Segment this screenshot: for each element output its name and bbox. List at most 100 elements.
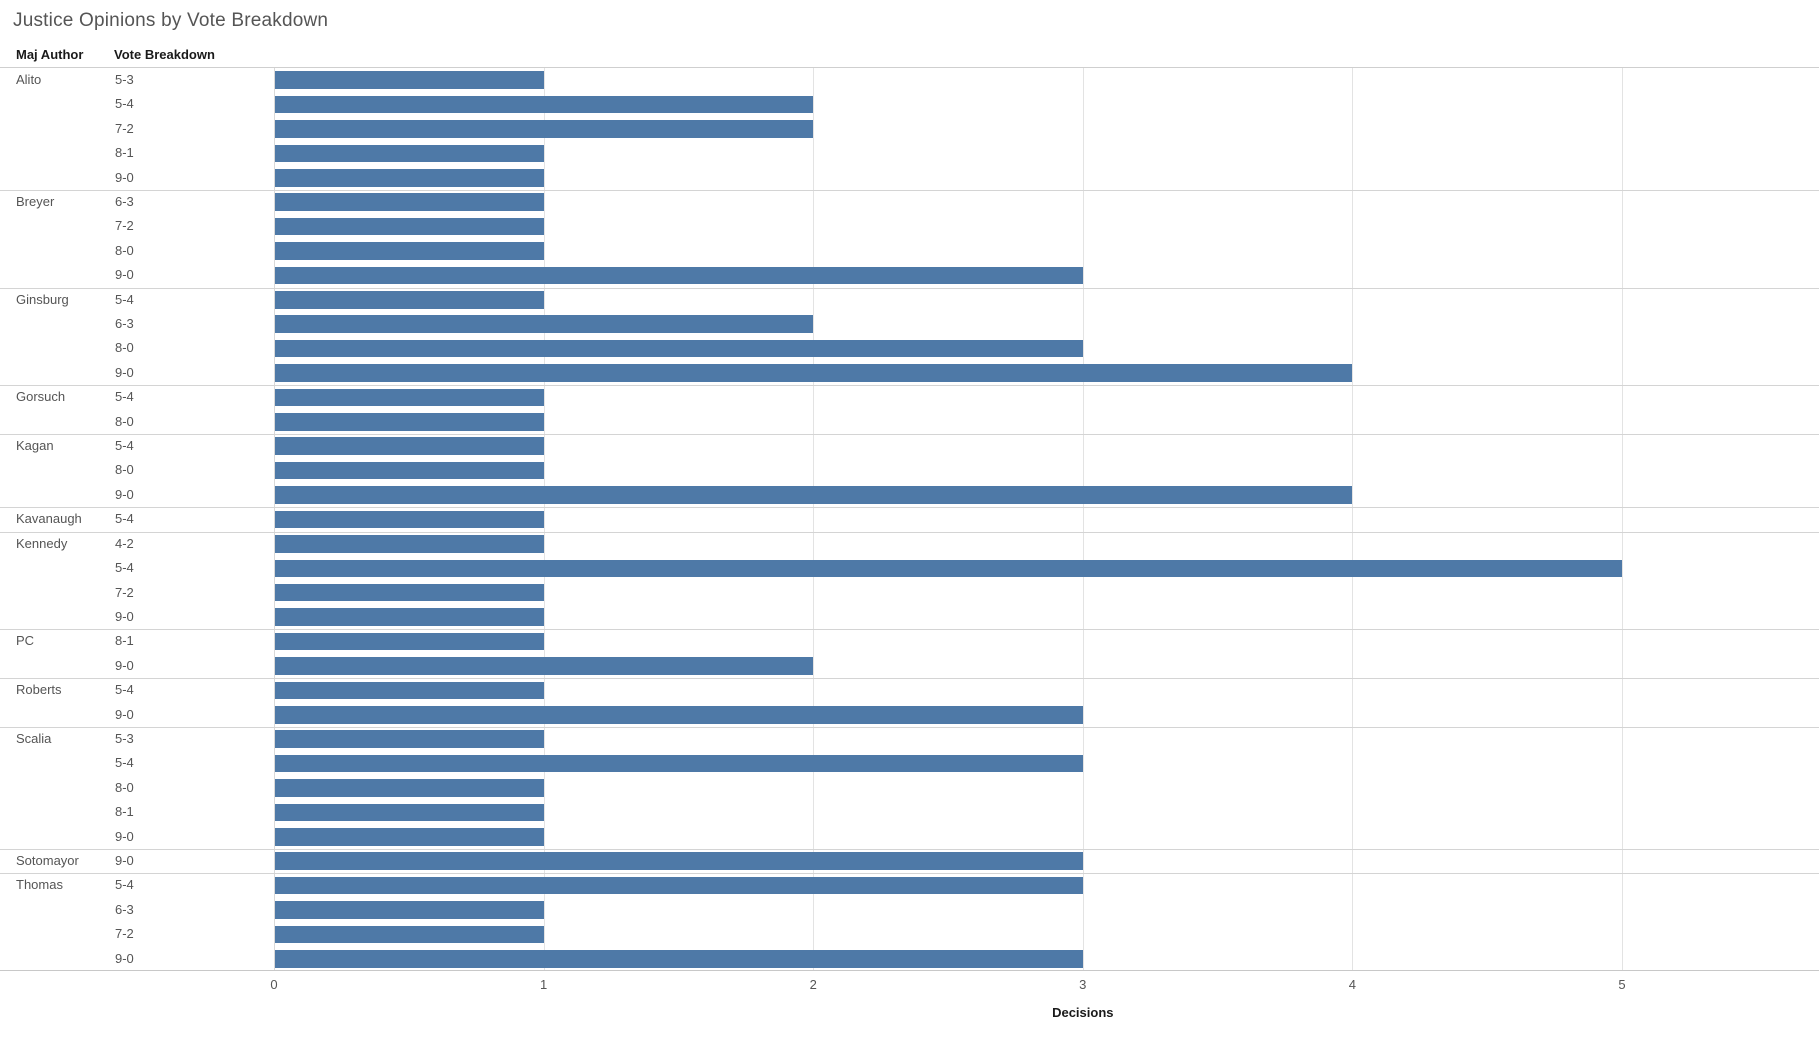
header-divider (0, 67, 1819, 68)
row-header-author[interactable]: Roberts (16, 682, 62, 698)
row-header-author[interactable]: PC (16, 633, 35, 649)
row-header-vote[interactable]: 8-1 (115, 804, 134, 820)
tick-label-3: 3 (1079, 977, 1087, 992)
bar-breyer-7-2[interactable] (275, 217, 544, 236)
row-header-author[interactable]: Kavanaugh (16, 511, 82, 527)
bar-pc-9-0[interactable] (275, 657, 814, 675)
bar-roberts-5-4[interactable] (275, 681, 544, 700)
bar-ginsburg-5-4[interactable] (275, 291, 544, 309)
bar-kagan-5-4[interactable] (275, 437, 544, 456)
row-header-vote[interactable]: 8-0 (115, 462, 134, 478)
row-header-vote[interactable]: 6-3 (115, 194, 134, 210)
row-header-vote[interactable]: 9-0 (115, 608, 134, 624)
tick-label-4: 4 (1348, 977, 1357, 992)
row-header-vote[interactable]: 7-2 (115, 218, 134, 234)
row-header-author[interactable]: Sotomayor (16, 852, 79, 868)
bar-kagan-8-0[interactable] (275, 461, 544, 480)
bar-thomas-5-4[interactable] (275, 876, 1083, 895)
row-header-vote[interactable]: 5-4 (115, 560, 134, 576)
bar-ginsburg-6-3[interactable] (275, 315, 814, 334)
row-header-vote[interactable]: 8-1 (115, 633, 134, 649)
bar-roberts-9-0[interactable] (275, 705, 1083, 724)
row-header-vote[interactable]: 5-3 (115, 730, 134, 746)
row-header-vote[interactable]: 6-3 (115, 901, 134, 917)
bar-alito-5-4[interactable] (275, 95, 814, 114)
row-header-author[interactable]: Ginsburg (16, 291, 69, 307)
row-header-vote[interactable]: 5-4 (115, 682, 134, 698)
row-header-vote[interactable]: 9-0 (115, 852, 134, 868)
group-separator (0, 629, 1819, 631)
bar-kennedy-7-2[interactable] (275, 583, 544, 602)
chart-title: Justice Opinions by Vote Breakdown (13, 10, 329, 31)
bar-scalia-8-0[interactable] (275, 779, 544, 797)
row-header-vote[interactable]: 7-2 (115, 120, 134, 136)
bar-alito-9-0[interactable] (275, 169, 544, 187)
bar-scalia-8-1[interactable] (275, 803, 544, 822)
bar-ginsburg-9-0[interactable] (275, 364, 1353, 382)
row-header-author[interactable]: Alito (16, 72, 42, 87)
bar-thomas-9-0[interactable] (275, 949, 1083, 968)
bar-thomas-6-3[interactable] (275, 901, 544, 919)
row-header-vote[interactable]: 5-3 (115, 72, 134, 87)
bar-breyer-9-0[interactable] (275, 266, 1083, 285)
bar-kennedy-9-0[interactable] (275, 608, 544, 626)
row-header-vote[interactable]: 9-0 (115, 657, 134, 673)
gridline-3 (1082, 68, 1084, 970)
row-header-vote[interactable]: 8-0 (115, 242, 134, 258)
bar-pc-8-1[interactable] (275, 632, 544, 651)
bar-ginsburg-8-0[interactable] (275, 339, 1083, 358)
bar-gorsuch-8-0[interactable] (275, 413, 544, 431)
row-header-vote[interactable]: 9-0 (115, 706, 134, 722)
bar-kagan-9-0[interactable] (275, 486, 1353, 504)
bar-breyer-6-3[interactable] (275, 193, 544, 212)
row-header-vote[interactable]: 5-4 (115, 96, 134, 112)
bar-kennedy-4-2[interactable] (275, 535, 544, 553)
row-header-vote[interactable]: 5-4 (115, 877, 134, 893)
bar-alito-8-1[interactable] (275, 144, 544, 163)
row-header-vote[interactable]: 8-0 (115, 340, 134, 356)
row-header-vote[interactable]: 7-2 (115, 584, 134, 600)
bar-sotomayor-9-0[interactable] (275, 852, 1083, 870)
group-separator (0, 848, 1819, 850)
row-header-vote[interactable]: 6-3 (115, 316, 134, 332)
row-header-vote[interactable]: 4-2 (115, 535, 134, 551)
row-header-vote[interactable]: 5-4 (115, 755, 134, 771)
bar-kennedy-5-4[interactable] (275, 559, 1622, 578)
group-separator (0, 726, 1819, 728)
gridline-2 (813, 68, 815, 970)
row-header-vote[interactable]: 9-0 (115, 267, 134, 283)
row-header-vote[interactable]: 8-1 (115, 145, 134, 161)
bar-alito-7-2[interactable] (275, 120, 814, 138)
bar-scalia-5-3[interactable] (275, 730, 544, 748)
plot-area: Alito 5-3 5-4 7-2 8-1 9-0 Breyer 6-3 7-2 8-0 9-0 Gi… (0, 68, 1819, 970)
x-axis-line (0, 970, 1819, 971)
row-header-vote[interactable]: 9-0 (115, 364, 134, 380)
bar-kavanaugh-5-4[interactable] (275, 510, 544, 529)
row-header-vote[interactable]: 8-0 (115, 779, 134, 795)
row-header-author[interactable]: Gorsuch (16, 389, 66, 405)
bar-scalia-5-4[interactable] (275, 754, 1083, 773)
row-header-author[interactable]: Thomas (16, 877, 63, 893)
row-header-vote[interactable]: 7-2 (115, 926, 134, 942)
row-header-vote[interactable]: 9-0 (115, 950, 134, 966)
bar-thomas-7-2[interactable] (275, 925, 544, 944)
bar-gorsuch-5-4[interactable] (275, 388, 544, 407)
row-header-vote[interactable]: 9-0 (115, 169, 134, 185)
bar-alito-5-3[interactable] (275, 71, 544, 89)
row-header-author[interactable]: Kennedy (16, 535, 68, 551)
row-header-author[interactable]: Kagan (16, 438, 54, 454)
row-header-vote[interactable]: 5-4 (115, 511, 134, 527)
row-header-author[interactable]: Scalia (16, 730, 52, 746)
gridline-4 (1352, 68, 1354, 970)
row-header-vote[interactable]: 9-0 (115, 828, 134, 844)
row-header-author[interactable]: Breyer (16, 194, 55, 210)
row-header-vote[interactable]: 8-0 (115, 413, 134, 429)
tick-label-5: 5 (1618, 977, 1626, 992)
bar-scalia-9-0[interactable] (275, 827, 544, 846)
column-header-maj-author: Maj Author (16, 47, 84, 62)
row-header-vote[interactable]: 5-4 (115, 389, 134, 405)
row-header-vote[interactable]: 9-0 (115, 486, 134, 502)
bar-breyer-8-0[interactable] (275, 242, 544, 260)
row-header-vote[interactable]: 5-4 (115, 438, 134, 454)
row-header-vote[interactable]: 5-4 (115, 291, 134, 307)
